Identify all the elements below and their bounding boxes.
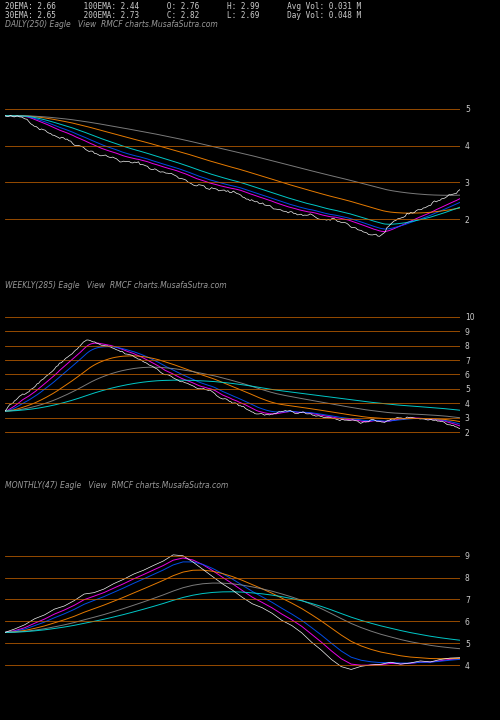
Text: 30EMA: 2.65      200EMA: 2.73      C: 2.82      L: 2.69      Day Vol: 0.048 M: 30EMA: 2.65 200EMA: 2.73 C: 2.82 L: 2.69… [5, 11, 361, 19]
Text: WEEKLY(285) Eagle   View  RMCF charts.MusafaSutra.com: WEEKLY(285) Eagle View RMCF charts.Musaf… [5, 281, 226, 289]
Text: 20EMA: 2.66      100EMA: 2.44      O: 2.76      H: 2.99      Avg Vol: 0.031 M: 20EMA: 2.66 100EMA: 2.44 O: 2.76 H: 2.99… [5, 2, 361, 11]
Text: DAILY(250) Eagle   View  RMCF charts.MusafaSutra.com: DAILY(250) Eagle View RMCF charts.Musafa… [5, 20, 218, 29]
Text: MONTHLY(47) Eagle   View  RMCF charts.MusafaSutra.com: MONTHLY(47) Eagle View RMCF charts.Musaf… [5, 481, 228, 490]
